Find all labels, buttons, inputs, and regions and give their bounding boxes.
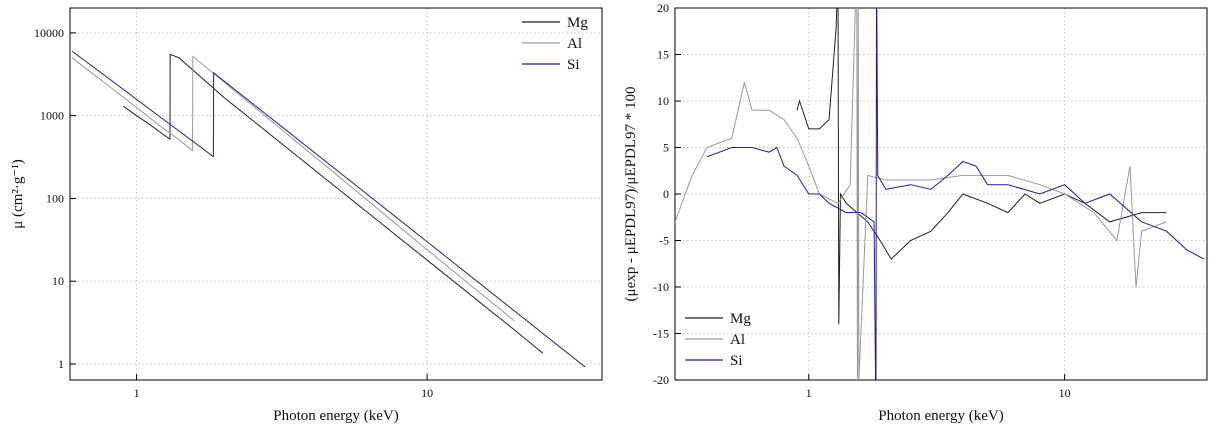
plot-frame <box>674 7 1208 381</box>
y-tick-label: 1000 <box>40 109 64 123</box>
data-line <box>122 53 544 354</box>
x-tick-label: 10 <box>421 386 433 400</box>
x-tick-label: 10 <box>1059 386 1071 400</box>
data-line <box>675 8 1167 380</box>
data-line <box>71 50 586 368</box>
legend-label: Al <box>567 36 582 52</box>
data-line <box>706 8 1205 380</box>
panel: 1 10 1 10 100 1000 10000 Photon energy (keV) μ (… <box>10 7 603 424</box>
legend-label: Si <box>730 353 743 369</box>
y-tick-label: 5 <box>663 141 669 155</box>
data-line <box>71 55 515 322</box>
y-tick-label: 1 <box>58 357 64 371</box>
panel: 1 10 -20 -15 -10 -5 0 5 10 15 20 Photon energy (keV… <box>623 1 1208 424</box>
data-line <box>796 8 1167 325</box>
x-tick-label: 1 <box>806 386 812 400</box>
legend-label: Al <box>730 332 745 348</box>
x-axis-title: Photon energy (keV) <box>273 408 399 424</box>
y-tick-label: 0 <box>663 187 669 201</box>
x-axis-title: Photon energy (keV) <box>878 408 1004 424</box>
x-tick-label: 1 <box>134 386 140 400</box>
y-axis-title: μ (cm²·g⁻¹) <box>10 159 26 229</box>
y-tick-label: 10000 <box>34 26 64 40</box>
y-tick-label: -15 <box>653 327 669 341</box>
y-tick-label: 100 <box>46 191 64 205</box>
plot-frame <box>69 7 603 381</box>
y-tick-label: -10 <box>653 280 669 294</box>
legend-label: Mg <box>730 311 751 327</box>
y-tick-label: 20 <box>657 1 669 15</box>
y-tick-label: 10 <box>657 94 669 108</box>
y-tick-label: 15 <box>657 48 669 62</box>
legend-label: Mg <box>567 15 588 31</box>
y-tick-label: 10 <box>52 274 64 288</box>
y-tick-label: -5 <box>659 234 669 248</box>
y-tick-label: -20 <box>653 373 669 387</box>
y-axis-title: (μexp - μEPDL97)/μEPDL97 * 100 <box>623 87 639 302</box>
legend-label: Si <box>567 57 580 73</box>
